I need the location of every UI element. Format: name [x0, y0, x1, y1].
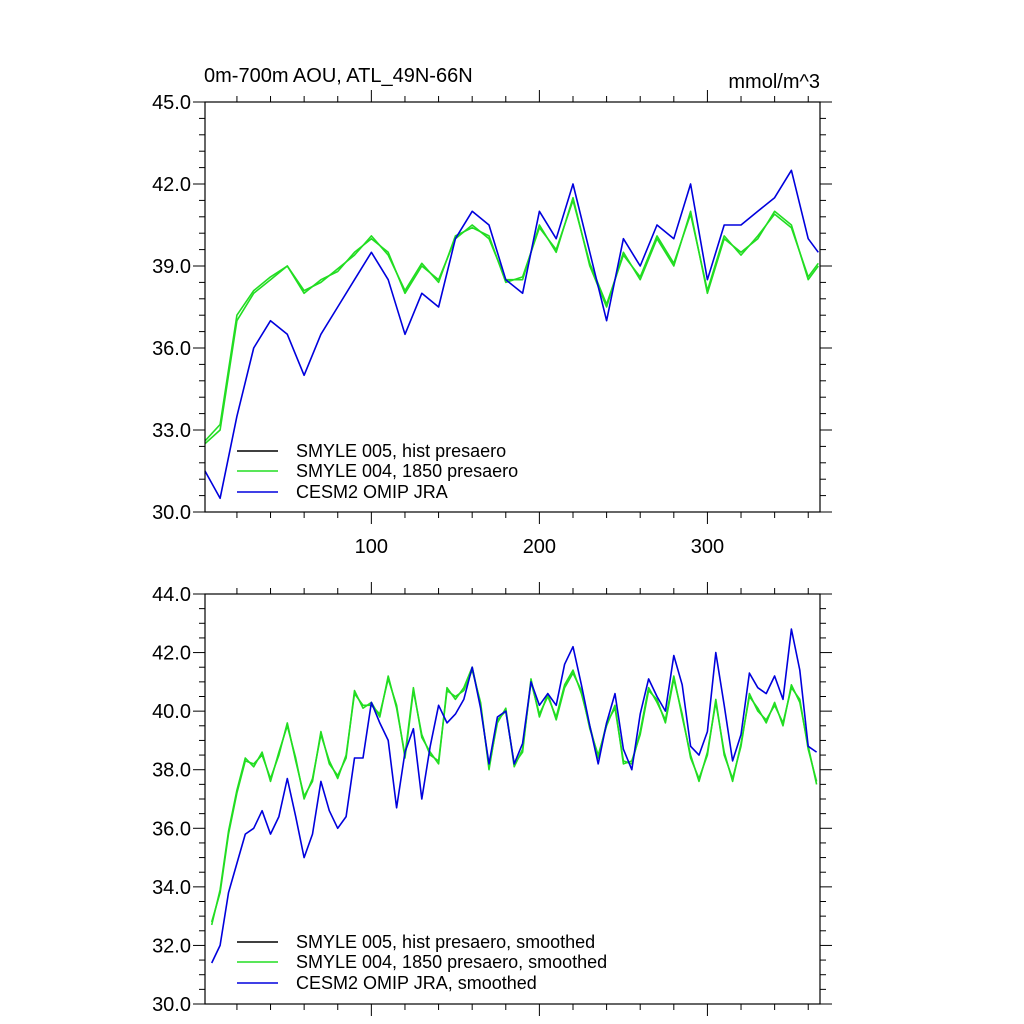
series-line-1 — [204, 199, 819, 442]
y-tick-label: 39.0 — [152, 256, 191, 278]
top-axis-ticks — [193, 90, 832, 524]
top-series-lines — [204, 169, 819, 500]
series-line-0 — [204, 196, 819, 445]
y-tick-label: 38.0 — [152, 760, 191, 782]
x-tick-label: 100 — [355, 536, 388, 558]
series-line-2 — [204, 169, 819, 500]
y-tick-label: 33.0 — [152, 420, 191, 442]
chart-bottom: 30.0 32.0 34.0 36.0 38.0 40.0 42.0 44.0 SMYLE 0… — [152, 582, 832, 1016]
y-tick-label: 36.0 — [152, 338, 191, 360]
y-tick-label: 44.0 — [152, 584, 191, 606]
x-tick-label: 300 — [691, 536, 724, 558]
legend-label-smyle004-smoothed: SMYLE 004, 1850 presaero, smoothed — [296, 952, 607, 972]
legend-label-omip: CESM2 OMIP JRA — [296, 482, 448, 502]
bottom-plot-frame — [204, 593, 821, 1005]
top-plot-frame — [204, 101, 821, 513]
x-tick-label: 200 — [523, 536, 556, 558]
series-line-2 — [210, 628, 818, 964]
top-x-tick-labels: 100 200 300 — [355, 536, 724, 558]
y-tick-label: 30.0 — [152, 502, 191, 524]
top-y-tick-labels: 30.0 33.0 36.0 39.0 42.0 45.0 — [152, 92, 191, 524]
legend-label-smyle005: SMYLE 005, hist presaero — [296, 441, 506, 461]
bottom-legend: SMYLE 005, hist presaero, smoothed SMYLE… — [237, 932, 607, 993]
chart-top: 0m-700m AOU, ATL_49N-66N mmol/m^3 30.0 33… — [152, 65, 832, 558]
y-tick-label: 30.0 — [152, 994, 191, 1016]
legend-label-smyle005-smoothed: SMYLE 005, hist presaero, smoothed — [296, 932, 595, 952]
y-tick-label: 36.0 — [152, 818, 191, 840]
legend-label-smyle004: SMYLE 004, 1850 presaero — [296, 461, 518, 481]
series-line-1 — [210, 669, 818, 926]
bottom-series-lines — [210, 628, 818, 964]
y-tick-label: 32.0 — [152, 935, 191, 957]
y-tick-label: 40.0 — [152, 701, 191, 723]
y-tick-label: 34.0 — [152, 877, 191, 899]
y-tick-label: 42.0 — [152, 643, 191, 665]
chart-title: 0m-700m AOU, ATL_49N-66N — [204, 65, 473, 87]
top-legend: SMYLE 005, hist presaero SMYLE 004, 1850… — [237, 441, 518, 502]
y-tick-label: 45.0 — [152, 92, 191, 114]
bottom-axis-ticks — [193, 582, 832, 1016]
y-tick-label: 42.0 — [152, 174, 191, 196]
bottom-y-tick-labels: 30.0 32.0 34.0 36.0 38.0 40.0 42.0 44.0 — [152, 584, 191, 1016]
legend-label-omip-smoothed: CESM2 OMIP JRA, smoothed — [296, 973, 537, 993]
units-label: mmol/m^3 — [728, 71, 820, 93]
